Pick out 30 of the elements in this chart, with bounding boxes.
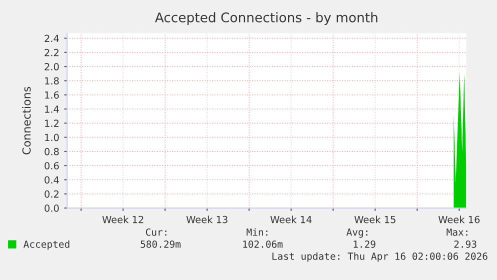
x-tick-label: Week 12 — [102, 216, 144, 224]
text: Cur: — [146, 228, 166, 236]
chart-title: Accepted Connections - by month — [154, 12, 378, 25]
x-tick-label: Week 16 — [438, 216, 480, 224]
y-tick-label: 0.2 — [44, 190, 58, 198]
text: 1.29 — [354, 240, 376, 248]
legend-label: Accepted — [24, 240, 70, 250]
y-tick-label: 2.4 — [44, 34, 59, 42]
y-tick-label: 0.0 — [44, 204, 59, 212]
y-tick-label: 2.2 — [44, 48, 58, 56]
y-tick-label: 0.6 — [44, 162, 59, 170]
text: Min: — [246, 228, 268, 236]
y-tick-label: 1.6 — [45, 91, 59, 99]
y-tick-label: 1.8 — [45, 77, 59, 85]
y-tick-label: 0.4 — [44, 176, 59, 184]
text: 2.93 — [454, 240, 476, 248]
text: Last update: Thu Apr 16 02:00:06 2026 — [272, 252, 488, 262]
x-tick-label: Week 13 — [186, 216, 228, 224]
y-tick-label: 1.4 — [45, 106, 59, 113]
y-tick-label: 2.0 — [44, 63, 59, 70]
text: Avg: — [346, 228, 368, 238]
text: Max: — [446, 228, 468, 236]
text: 102.06m — [243, 240, 283, 248]
x-tick-label: Week 14 — [270, 216, 312, 224]
y-tick-label: 0.8 — [44, 148, 59, 156]
x-tick-label: Week 15 — [354, 216, 396, 224]
text: 580.29m — [140, 240, 181, 248]
y-tick-label: 1.0 — [45, 134, 59, 142]
y-axis-title: Connections — [22, 86, 31, 154]
y-tick-label: 1.2 — [45, 120, 58, 127]
